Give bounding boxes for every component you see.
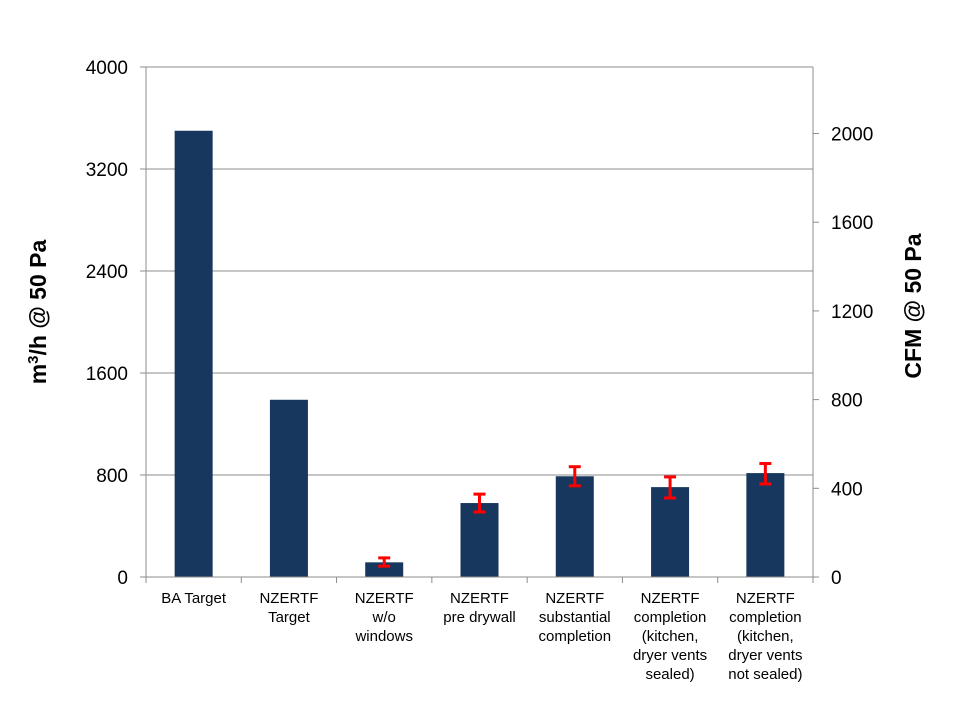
y-axis-title-left: m3/h @ 50 Pa <box>25 240 51 385</box>
x-category-label-line: NZERTF <box>355 590 414 607</box>
x-category-label: NZERTF w/o windows <box>354 590 413 645</box>
x-category-label-line: completion <box>539 628 612 645</box>
x-category-label-line: dryer vents <box>728 647 802 664</box>
y-tick-label-left: 1600 <box>86 364 128 385</box>
y-tick-label-left: 800 <box>96 466 128 487</box>
x-category-label: NZERTF Target <box>259 590 318 626</box>
x-category-label-line: completion <box>729 609 802 626</box>
x-category-label-line: (kitchen, <box>642 628 699 645</box>
x-category-label-line: windows <box>354 628 413 645</box>
x-category-label-line: pre drywall <box>443 609 516 626</box>
y-tick-label-left: 0 <box>117 568 128 589</box>
y-tick-label-right: 800 <box>831 391 863 412</box>
error-bar <box>759 462 772 486</box>
x-category-label-line: NZERTF <box>259 590 318 607</box>
y-tick-label-right: 400 <box>831 479 863 500</box>
x-category-label-line: dryer vents <box>633 647 707 664</box>
x-category-label-line: Target <box>268 609 311 626</box>
x-category-label: NZERTF substantial completion <box>539 590 612 645</box>
y-tick-label-left: 4000 <box>86 58 128 79</box>
x-category-label-line: not sealed) <box>728 666 802 683</box>
y-tick-label-right: 1200 <box>831 302 873 323</box>
y-tick-label-left: 3200 <box>86 160 128 181</box>
error-bar <box>664 475 677 500</box>
x-category-label-line: completion <box>634 609 707 626</box>
error-bar <box>568 465 581 488</box>
bar <box>460 503 499 577</box>
error-bars <box>378 462 772 568</box>
x-category-label-line: w/o <box>372 609 396 626</box>
x-category-label: NZERTF completion (kitchen, dryer vents seal… <box>633 590 707 683</box>
y-tick-label-right: 2000 <box>831 125 873 146</box>
bar <box>365 562 404 577</box>
bar <box>269 399 308 577</box>
x-category-label-line: sealed) <box>645 666 694 683</box>
x-category-label: BA Target <box>161 590 227 607</box>
bar <box>746 473 785 577</box>
axes <box>140 66 819 583</box>
y-tick-label-right: 0 <box>831 568 842 589</box>
x-category-label-line: BA Target <box>161 590 227 607</box>
x-category-label-line: substantial <box>539 609 611 626</box>
bar <box>555 476 594 577</box>
error-bar <box>473 492 486 514</box>
y-tick-label-right: 1600 <box>831 213 873 234</box>
x-category-label-line: NZERTF <box>450 590 509 607</box>
labels: 0 800 1600 2400 3200 4000 0 400 800 1200 1600 2000 B… <box>86 58 874 683</box>
bars <box>174 130 785 577</box>
x-category-label-line: NZERTF <box>545 590 604 607</box>
x-category-label-line: NZERTF <box>641 590 700 607</box>
y-tick-label-left: 2400 <box>86 262 128 283</box>
bar <box>651 487 690 577</box>
x-category-label-line: (kitchen, <box>737 628 794 645</box>
gridlines <box>146 66 813 476</box>
error-bar <box>378 556 391 568</box>
bar <box>174 130 213 577</box>
x-category-label-line: NZERTF <box>736 590 795 607</box>
x-category-label: NZERTF completion (kitchen, dryer vents not … <box>728 590 802 683</box>
x-category-label: NZERTF pre drywall <box>443 590 516 626</box>
y-axis-title-right: CFM @ 50 Pa <box>900 233 926 378</box>
